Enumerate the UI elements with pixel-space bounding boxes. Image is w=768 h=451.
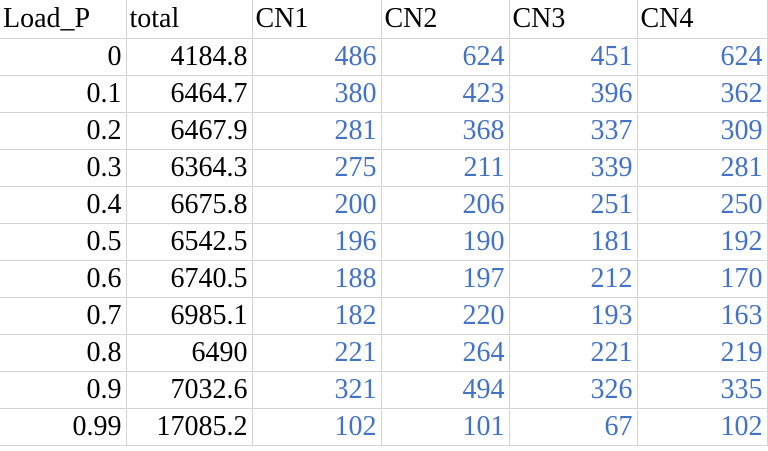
cell-total[interactable]: 6467.9	[126, 112, 253, 150]
cell-load-p[interactable]: 0	[0, 38, 127, 76]
cell-cn2[interactable]: 211	[381, 149, 510, 187]
cell-cn2[interactable]: 197	[381, 260, 510, 298]
cell-load-p[interactable]: 0.2	[0, 112, 127, 150]
cell-cn2[interactable]: 624	[381, 38, 510, 76]
table-row: 0.2 6467.9 281 368 337 309	[0, 112, 768, 150]
cell-cn3[interactable]: 193	[509, 297, 638, 335]
cell-cn3[interactable]: 326	[509, 371, 638, 409]
cell-cn1[interactable]: 486	[252, 38, 382, 76]
cell-load-p[interactable]: 0.1	[0, 75, 127, 113]
cell-cn1[interactable]: 221	[252, 334, 382, 372]
header-cell-load-p[interactable]: Load_P	[0, 0, 127, 39]
cell-cn4[interactable]: 335	[637, 371, 768, 409]
table-row: 0.1 6464.7 380 423 396 362	[0, 75, 768, 113]
cell-cn1[interactable]: 196	[252, 223, 382, 261]
header-cell-cn2[interactable]: CN2	[381, 0, 510, 39]
cell-total[interactable]: 6464.7	[126, 75, 253, 113]
cell-cn1[interactable]: 200	[252, 186, 382, 224]
cell-load-p[interactable]: 0.3	[0, 149, 127, 187]
cell-total[interactable]: 6490	[126, 334, 253, 372]
cell-total[interactable]: 4184.8	[126, 38, 253, 76]
cell-load-p[interactable]: 0.8	[0, 334, 127, 372]
cell-cn3[interactable]: 251	[509, 186, 638, 224]
header-cell-cn1[interactable]: CN1	[252, 0, 382, 39]
table-row: 0.99 17085.2 102 101 67 102	[0, 408, 768, 446]
cell-cn1[interactable]: 102	[252, 408, 382, 446]
cell-total[interactable]: 6542.5	[126, 223, 253, 261]
header-cell-cn3[interactable]: CN3	[509, 0, 638, 39]
table-row: 0.4 6675.8 200 206 251 250	[0, 186, 768, 224]
cell-cn2[interactable]: 190	[381, 223, 510, 261]
cell-cn3[interactable]: 337	[509, 112, 638, 150]
cell-load-p[interactable]: 0.7	[0, 297, 127, 335]
cell-total[interactable]: 7032.6	[126, 371, 253, 409]
cell-cn1[interactable]: 281	[252, 112, 382, 150]
table-row: 0.3 6364.3 275 211 339 281	[0, 149, 768, 187]
cell-cn4[interactable]: 163	[637, 297, 768, 335]
cell-cn3[interactable]: 339	[509, 149, 638, 187]
cell-cn4[interactable]: 102	[637, 408, 768, 446]
cell-cn4[interactable]: 192	[637, 223, 768, 261]
cell-cn3[interactable]: 221	[509, 334, 638, 372]
table-row: 0.6 6740.5 188 197 212 170	[0, 260, 768, 298]
cell-load-p[interactable]: 0.5	[0, 223, 127, 261]
cell-cn4[interactable]: 170	[637, 260, 768, 298]
cell-cn3[interactable]: 181	[509, 223, 638, 261]
cell-cn2[interactable]: 494	[381, 371, 510, 409]
cell-total[interactable]: 17085.2	[126, 408, 253, 446]
cell-cn2[interactable]: 423	[381, 75, 510, 113]
cell-cn4[interactable]: 219	[637, 334, 768, 372]
cell-load-p[interactable]: 0.4	[0, 186, 127, 224]
table-row: 0.7 6985.1 182 220 193 163	[0, 297, 768, 335]
cell-load-p[interactable]: 0.6	[0, 260, 127, 298]
cell-cn2[interactable]: 101	[381, 408, 510, 446]
cell-total[interactable]: 6675.8	[126, 186, 253, 224]
cell-cn4[interactable]: 250	[637, 186, 768, 224]
table-row: 0.8 6490 221 264 221 219	[0, 334, 768, 372]
table-row: 0 4184.8 486 624 451 624	[0, 38, 768, 76]
header-cell-cn4[interactable]: CN4	[637, 0, 768, 39]
header-row: Load_P total CN1 CN2 CN3 CN4	[0, 0, 768, 39]
cell-total[interactable]: 6740.5	[126, 260, 253, 298]
cell-cn3[interactable]: 451	[509, 38, 638, 76]
cell-cn2[interactable]: 220	[381, 297, 510, 335]
cell-total[interactable]: 6364.3	[126, 149, 253, 187]
cell-cn3[interactable]: 67	[509, 408, 638, 446]
table-row: 0.5 6542.5 196 190 181 192	[0, 223, 768, 261]
cell-cn1[interactable]: 380	[252, 75, 382, 113]
cell-cn3[interactable]: 212	[509, 260, 638, 298]
header-cell-total[interactable]: total	[126, 0, 253, 39]
cell-cn4[interactable]: 281	[637, 149, 768, 187]
cell-cn3[interactable]: 396	[509, 75, 638, 113]
cell-load-p[interactable]: 0.99	[0, 408, 127, 446]
cell-cn1[interactable]: 321	[252, 371, 382, 409]
cell-cn1[interactable]: 188	[252, 260, 382, 298]
cell-total[interactable]: 6985.1	[126, 297, 253, 335]
cell-load-p[interactable]: 0.9	[0, 371, 127, 409]
cell-cn1[interactable]: 275	[252, 149, 382, 187]
cell-cn4[interactable]: 624	[637, 38, 768, 76]
cell-cn2[interactable]: 206	[381, 186, 510, 224]
cell-cn2[interactable]: 368	[381, 112, 510, 150]
cell-cn4[interactable]: 309	[637, 112, 768, 150]
cell-cn2[interactable]: 264	[381, 334, 510, 372]
table-row: 0.9 7032.6 321 494 326 335	[0, 371, 768, 409]
cell-cn1[interactable]: 182	[252, 297, 382, 335]
cell-cn4[interactable]: 362	[637, 75, 768, 113]
